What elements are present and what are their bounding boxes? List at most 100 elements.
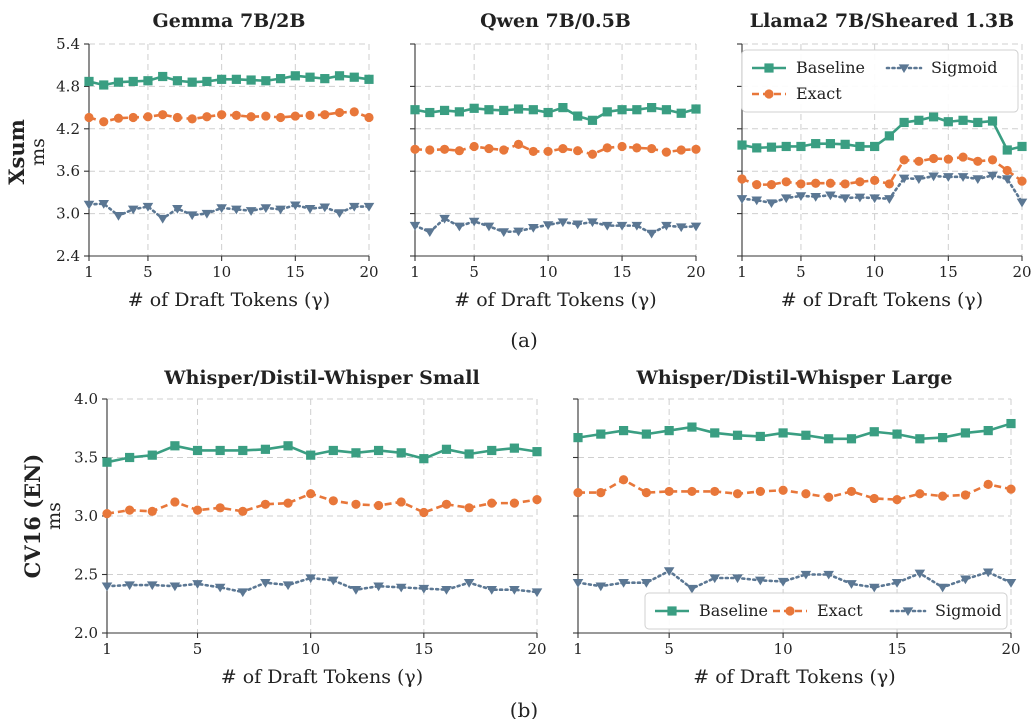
- data-point-exact: [231, 110, 241, 120]
- data-point-sigmoid: [245, 207, 257, 216]
- data-point-baseline: [647, 103, 657, 113]
- data-point-baseline: [306, 450, 316, 460]
- data-point-exact: [454, 146, 464, 156]
- x-tick-label: 20: [527, 640, 546, 658]
- data-point-exact: [202, 112, 212, 122]
- data-point-exact: [439, 144, 450, 154]
- data-point-baseline: [1006, 418, 1016, 429]
- data-point-baseline: [410, 105, 420, 115]
- data-point-baseline: [766, 142, 777, 152]
- data-point-baseline: [320, 74, 330, 84]
- data-point-baseline: [231, 74, 241, 84]
- data-point-sigmoid: [186, 211, 198, 221]
- data-point-baseline: [509, 443, 519, 453]
- data-point-baseline: [846, 434, 857, 444]
- data-point-baseline: [661, 105, 672, 115]
- data-point-sigmoid: [124, 581, 135, 591]
- data-point-sigmoid: [943, 173, 954, 182]
- data-point-baseline: [487, 445, 497, 456]
- data-point-sigmoid: [216, 204, 227, 214]
- data-point-baseline: [170, 441, 180, 451]
- legend-label-sigmoid: Sigmoid: [931, 58, 997, 77]
- data-point-exact: [958, 152, 968, 162]
- data-point-sigmoid: [304, 204, 316, 214]
- data-point-sigmoid: [825, 191, 836, 201]
- data-point-sigmoid: [898, 174, 910, 184]
- x-tick-label: 10: [212, 263, 231, 281]
- data-point-baseline: [246, 75, 256, 85]
- data-point-baseline: [602, 107, 612, 117]
- data-point-baseline: [125, 452, 135, 463]
- data-point-exact: [172, 112, 183, 123]
- data-point-sigmoid: [616, 221, 628, 231]
- data-point-sigmoid: [663, 567, 675, 577]
- data-point-exact: [602, 143, 612, 153]
- data-point-exact: [811, 178, 821, 188]
- data-point-baseline: [513, 104, 524, 114]
- data-point-baseline: [915, 434, 925, 444]
- legend-label-exact: Exact: [817, 601, 863, 620]
- data-point-exact: [755, 486, 765, 497]
- data-point-exact: [870, 175, 880, 185]
- data-point-exact: [573, 488, 583, 498]
- data-point-sigmoid: [891, 579, 903, 588]
- data-point-baseline: [752, 143, 762, 153]
- data-point-exact: [617, 141, 627, 152]
- data-point-exact: [290, 111, 300, 121]
- legend: Baseline Sigmoid Exact: [741, 49, 1019, 113]
- data-point-baseline: [143, 76, 153, 86]
- data-point-sigmoid: [869, 194, 880, 204]
- data-point-exact: [710, 486, 720, 497]
- data-point-exact: [558, 143, 568, 154]
- data-point-exact: [960, 490, 971, 500]
- data-point-exact: [425, 145, 435, 155]
- data-point-baseline: [973, 117, 983, 128]
- x-tick-label: 15: [286, 263, 305, 281]
- caption-b: (b): [510, 698, 538, 719]
- data-point-sigmoid: [800, 570, 812, 580]
- data-point-exact: [499, 145, 509, 155]
- data-point-sigmoid: [98, 200, 110, 209]
- data-point-sigmoid: [690, 222, 702, 232]
- x-tick-label: 15: [939, 263, 958, 281]
- data-point-baseline: [260, 444, 271, 454]
- data-point-sigmoid: [646, 229, 657, 239]
- data-point-baseline: [499, 105, 509, 116]
- x-axis-label: # of Draft Tokens (γ): [221, 666, 423, 688]
- data-point-baseline: [869, 427, 879, 437]
- data-point-exact: [102, 509, 112, 519]
- data-point-sigmoid: [736, 195, 748, 204]
- data-point-exact: [899, 155, 909, 165]
- data-point-exact: [664, 486, 674, 497]
- data-point-baseline: [573, 433, 583, 443]
- data-point-baseline: [439, 105, 450, 116]
- data-point-baseline: [158, 71, 168, 82]
- data-point-sigmoid: [572, 579, 584, 588]
- y-tick-label: 3.6: [56, 162, 80, 180]
- data-point-exact: [143, 112, 153, 122]
- data-point-sigmoid: [454, 222, 465, 232]
- data-point-sigmoid: [192, 580, 203, 589]
- data-point-exact: [484, 143, 494, 154]
- data-point-exact: [691, 144, 701, 154]
- data-point-exact: [509, 498, 519, 508]
- data-point-exact: [261, 111, 271, 121]
- data-point-exact: [306, 489, 316, 499]
- legend-marker-baseline: [667, 606, 677, 616]
- data-point-baseline: [425, 107, 435, 118]
- data-point-sigmoid: [101, 582, 113, 592]
- data-point-exact: [469, 141, 479, 152]
- data-point-baseline: [618, 425, 629, 436]
- data-point-exact: [170, 497, 180, 507]
- data-point-sigmoid: [463, 579, 475, 588]
- data-point-sigmoid: [810, 192, 821, 202]
- data-point-exact: [632, 143, 642, 153]
- data-point-exact: [778, 485, 788, 495]
- x-tick-label: 10: [301, 640, 320, 658]
- data-point-sigmoid: [972, 175, 984, 185]
- data-point-baseline: [441, 444, 452, 454]
- data-point-baseline: [617, 105, 627, 115]
- data-point-sigmoid: [142, 202, 154, 212]
